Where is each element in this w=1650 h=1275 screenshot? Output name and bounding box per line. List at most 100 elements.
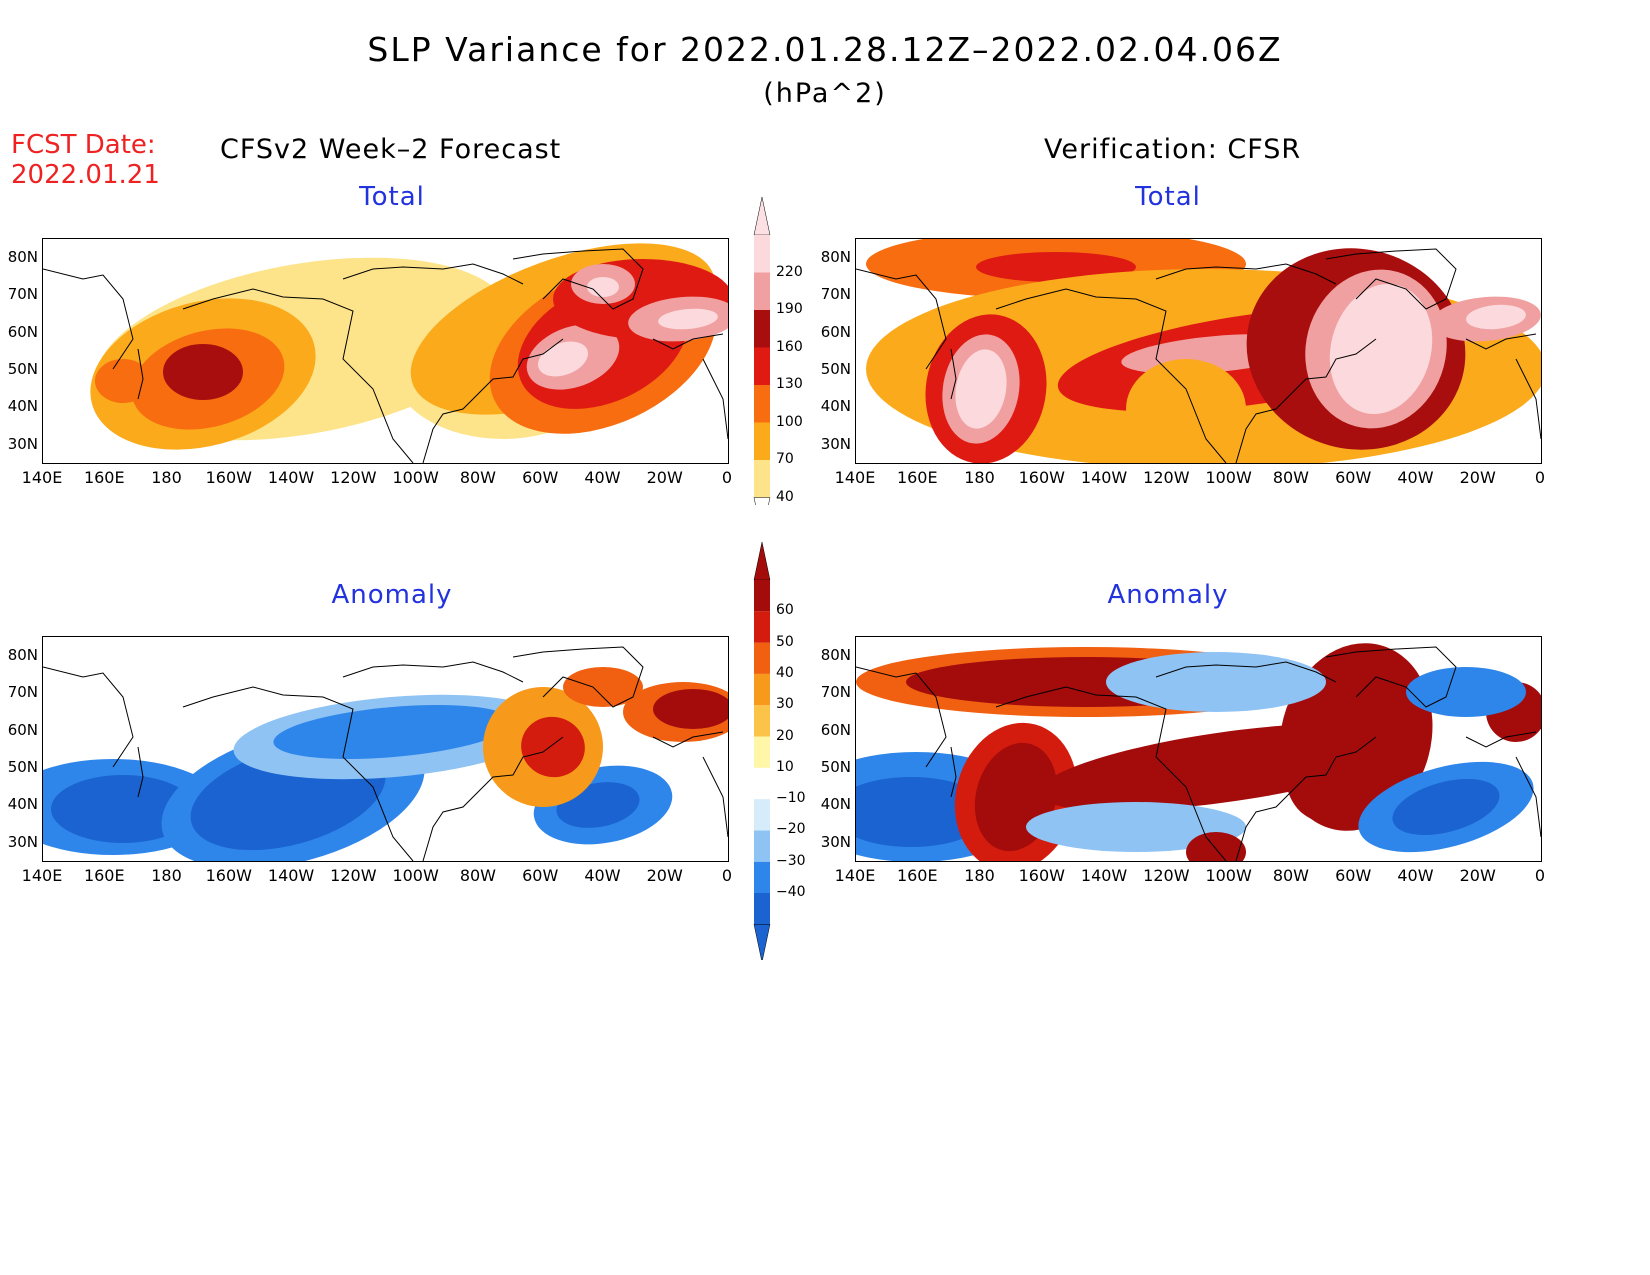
lon-tick-label: 40W	[584, 468, 621, 487]
colorbar-tick-label: 70	[776, 451, 794, 467]
lat-tick-label: 70N	[7, 285, 38, 304]
lat-tick-label: 60N	[7, 322, 38, 341]
colorbar-segment	[754, 385, 770, 423]
contour-region	[1466, 304, 1526, 330]
colorbar-tick-label: 20	[776, 727, 794, 744]
coastline	[856, 666, 947, 768]
colorbar-segment	[754, 767, 770, 800]
lon-tick-label: 40W	[1397, 866, 1434, 885]
colorbar-segment	[754, 893, 770, 925]
coastline	[43, 268, 134, 370]
coastline	[342, 263, 524, 285]
coastline	[702, 358, 728, 440]
verification-anomaly-map	[855, 636, 1542, 862]
verification-anomaly-label: Anomaly	[1107, 580, 1229, 610]
contour-region	[1392, 778, 1500, 836]
contour-region	[563, 667, 643, 707]
lat-tick-label: 40N	[820, 795, 851, 814]
lon-tick-label: 180	[151, 866, 182, 885]
lon-tick-label: 160E	[896, 468, 938, 487]
lat-tick-label: 60N	[820, 720, 851, 739]
colorbar-segment	[754, 422, 770, 460]
colorbar-tick-label: 130	[776, 376, 803, 392]
coastline	[1155, 661, 1337, 683]
lon-tick-label: 140W	[267, 468, 315, 487]
colorbar-tick-label: 100	[776, 413, 803, 430]
lon-tick-label: 60W	[1335, 468, 1372, 487]
coastline	[702, 756, 728, 838]
units-label: (hPa^2)	[763, 78, 887, 109]
lon-tick-label: 140E	[834, 468, 876, 487]
forecast-header: CFSv2 Week–2 Forecast	[220, 134, 562, 165]
lon-tick-label: 100W	[1205, 866, 1252, 885]
lon-tick-label: 140W	[1080, 866, 1128, 885]
lon-tick-label: 20W	[646, 866, 683, 885]
anomaly-colorbar	[753, 541, 771, 960]
forecast-total-map	[42, 238, 729, 464]
contour-region	[537, 341, 589, 377]
lon-tick-label: 140E	[21, 866, 63, 885]
coastline	[652, 731, 724, 748]
coastline	[182, 686, 414, 861]
colorbar-tick-label: 160	[776, 338, 803, 355]
lat-tick-label: 40N	[7, 397, 38, 416]
lon-tick-label: 20W	[1459, 468, 1496, 487]
colorbar-tick-label: 10	[776, 758, 794, 775]
colorbar-tick-label: −10	[776, 790, 806, 807]
lon-tick-label: 140E	[834, 866, 876, 885]
colorbar-tick-label: 40	[776, 664, 794, 681]
lat-tick-label: 60N	[7, 720, 38, 739]
lat-tick-label: 60N	[820, 322, 851, 341]
verification-total-label: Total	[1135, 182, 1201, 212]
contour-region	[95, 359, 151, 403]
lon-tick-label: 140W	[1080, 468, 1128, 487]
lon-tick-label: 120W	[1143, 866, 1190, 885]
coastline	[1155, 263, 1337, 285]
colorbar-tick-label: −20	[776, 821, 806, 838]
coastline	[1325, 646, 1457, 708]
lon-tick-label: 140E	[21, 468, 63, 487]
contour-region	[163, 344, 243, 400]
contour-region	[1106, 652, 1326, 712]
coastline	[137, 746, 144, 798]
colorbar-segment	[754, 861, 770, 893]
lat-tick-label: 80N	[820, 248, 851, 266]
coastline	[856, 268, 947, 370]
lon-tick-label: 0	[1534, 866, 1546, 885]
lon-tick-label: 160W	[205, 866, 252, 885]
coastline	[422, 338, 564, 463]
lon-tick-label: 140W	[267, 866, 315, 885]
coastline	[1515, 756, 1541, 838]
lat-tick-label: 70N	[7, 683, 38, 702]
lon-tick-label: 60W	[522, 866, 559, 885]
lon-tick-label: 100W	[392, 866, 439, 885]
contour-region	[273, 704, 513, 760]
lon-tick-label: 160E	[83, 866, 125, 885]
lon-tick-label: 40W	[1397, 468, 1434, 487]
contour-region	[653, 689, 728, 729]
coastline	[1325, 248, 1457, 310]
colorbar-tick-label: 190	[776, 301, 803, 317]
coastline	[995, 288, 1227, 463]
colorbar-segment	[754, 460, 770, 498]
coastline	[422, 736, 564, 861]
colorbar-segment	[754, 673, 770, 706]
lon-tick-label: 80W	[1272, 866, 1309, 885]
forecast-total-label: Total	[359, 182, 425, 212]
lon-tick-label: 160W	[1018, 866, 1065, 885]
lon-tick-label: 120W	[330, 866, 377, 885]
coastline	[652, 333, 724, 350]
lon-tick-label: 0	[721, 468, 733, 487]
coastline	[182, 288, 414, 463]
colorbar-segment	[754, 736, 770, 768]
coastline	[950, 746, 957, 798]
lat-tick-label: 30N	[820, 832, 851, 851]
coastline	[1235, 338, 1377, 463]
lat-tick-label: 40N	[7, 795, 38, 814]
main-title: SLP Variance for 2022.01.28.12Z–2022.02.…	[367, 30, 1283, 69]
lat-tick-label: 50N	[7, 757, 38, 776]
colorbar-segment	[754, 580, 770, 612]
colorbar-segment	[754, 310, 770, 348]
contour-region	[658, 308, 718, 330]
lon-tick-label: 100W	[1205, 468, 1252, 487]
